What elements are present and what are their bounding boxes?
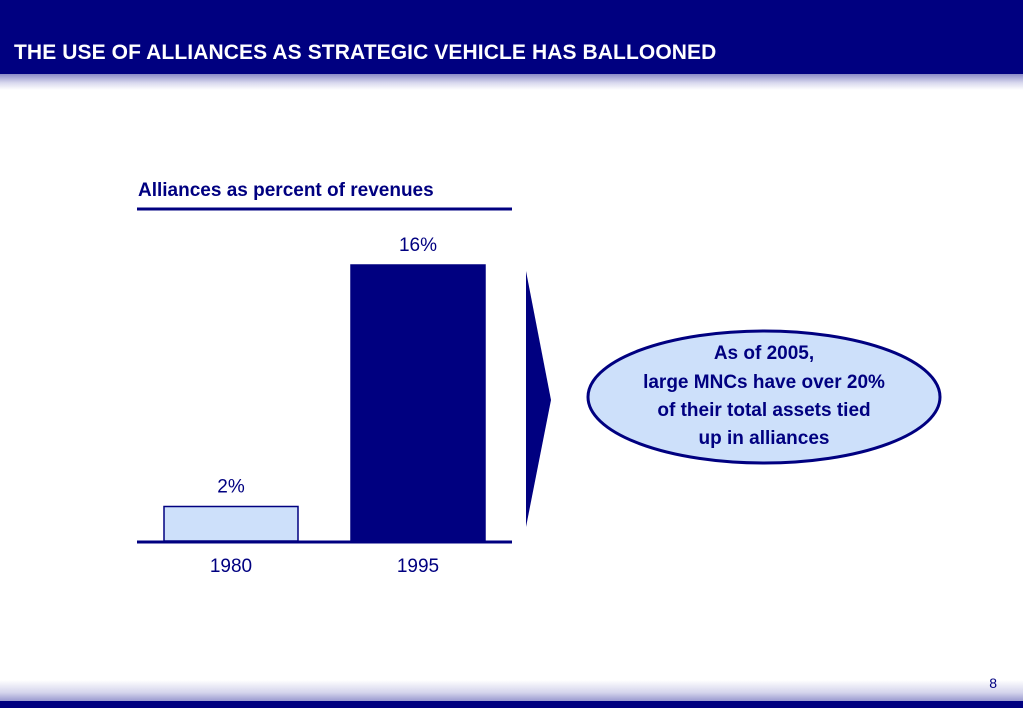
value-label-1980: 2% xyxy=(217,477,245,498)
callout-line-3: of their total assets tied xyxy=(657,400,870,421)
category-labels-group: 1980 1995 xyxy=(210,556,439,577)
value-labels-group: 2% 16% xyxy=(217,235,437,498)
bar-1995 xyxy=(350,264,486,542)
category-label-1980: 1980 xyxy=(210,556,252,577)
slide-title: THE USE OF ALLIANCES AS STRATEGIC VEHICL… xyxy=(14,41,717,64)
bars-group xyxy=(163,264,486,542)
page-number: 8 xyxy=(989,675,997,691)
header-bar xyxy=(0,0,1023,74)
callout-line-2: large MNCs have over 20% xyxy=(643,372,885,393)
callout-line-1: As of 2005, xyxy=(714,343,814,364)
callout-line-4: up in alliances xyxy=(699,428,830,449)
chart-title: Alliances as percent of revenues xyxy=(138,180,434,201)
category-label-1995: 1995 xyxy=(397,556,439,577)
bar-1980 xyxy=(163,505,299,542)
footer-bar xyxy=(0,701,1023,708)
value-label-1995: 16% xyxy=(399,235,437,256)
chevron-arrow-icon xyxy=(526,271,551,527)
callout-ellipse xyxy=(586,329,942,465)
header-gradient xyxy=(0,74,1023,90)
footer-gradient xyxy=(0,680,1023,701)
